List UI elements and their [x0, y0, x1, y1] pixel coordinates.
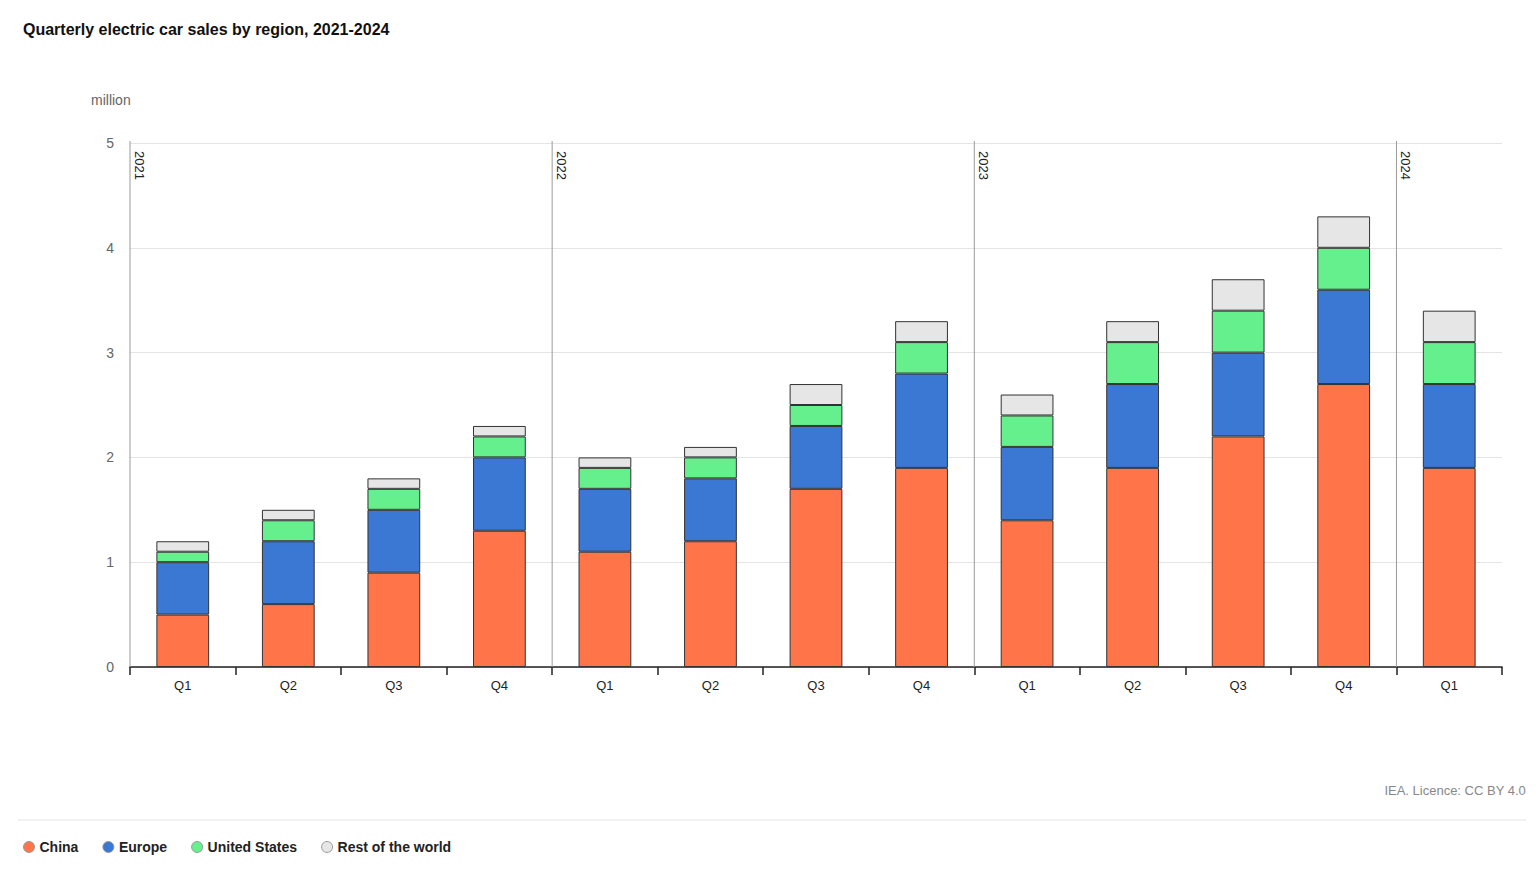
svg-text:Q2: Q2 — [280, 678, 297, 693]
svg-text:United States: United States — [208, 839, 298, 855]
svg-text:IEA. Licence: CC BY 4.0: IEA. Licence: CC BY 4.0 — [1384, 783, 1525, 798]
svg-text:Q1: Q1 — [1018, 678, 1035, 693]
svg-text:Q4: Q4 — [913, 678, 930, 693]
svg-text:Q4: Q4 — [1335, 678, 1352, 693]
svg-text:2022: 2022 — [554, 151, 569, 180]
svg-text:Q4: Q4 — [491, 678, 508, 693]
svg-text:2: 2 — [106, 449, 114, 465]
svg-text:million: million — [91, 92, 131, 108]
svg-text:Q1: Q1 — [1441, 678, 1458, 693]
svg-text:5: 5 — [106, 135, 114, 151]
svg-text:Q3: Q3 — [807, 678, 824, 693]
svg-text:Q3: Q3 — [1229, 678, 1246, 693]
svg-text:4: 4 — [106, 240, 114, 256]
svg-text:Europe: Europe — [119, 839, 167, 855]
svg-text:2024: 2024 — [1398, 151, 1413, 180]
svg-text:0: 0 — [106, 659, 114, 675]
svg-text:Q2: Q2 — [1124, 678, 1141, 693]
svg-text:Rest of the world: Rest of the world — [338, 839, 452, 855]
svg-text:1: 1 — [106, 554, 114, 570]
svg-text:Quarterly electric car sales b: Quarterly electric car sales by region, … — [23, 21, 390, 38]
svg-text:Q1: Q1 — [596, 678, 613, 693]
svg-text:Q2: Q2 — [702, 678, 719, 693]
svg-text:2021: 2021 — [132, 151, 147, 180]
svg-text:China: China — [40, 839, 79, 855]
svg-text:3: 3 — [106, 345, 114, 361]
svg-text:Q1: Q1 — [174, 678, 191, 693]
svg-text:2023: 2023 — [976, 151, 991, 180]
svg-text:Q3: Q3 — [385, 678, 402, 693]
